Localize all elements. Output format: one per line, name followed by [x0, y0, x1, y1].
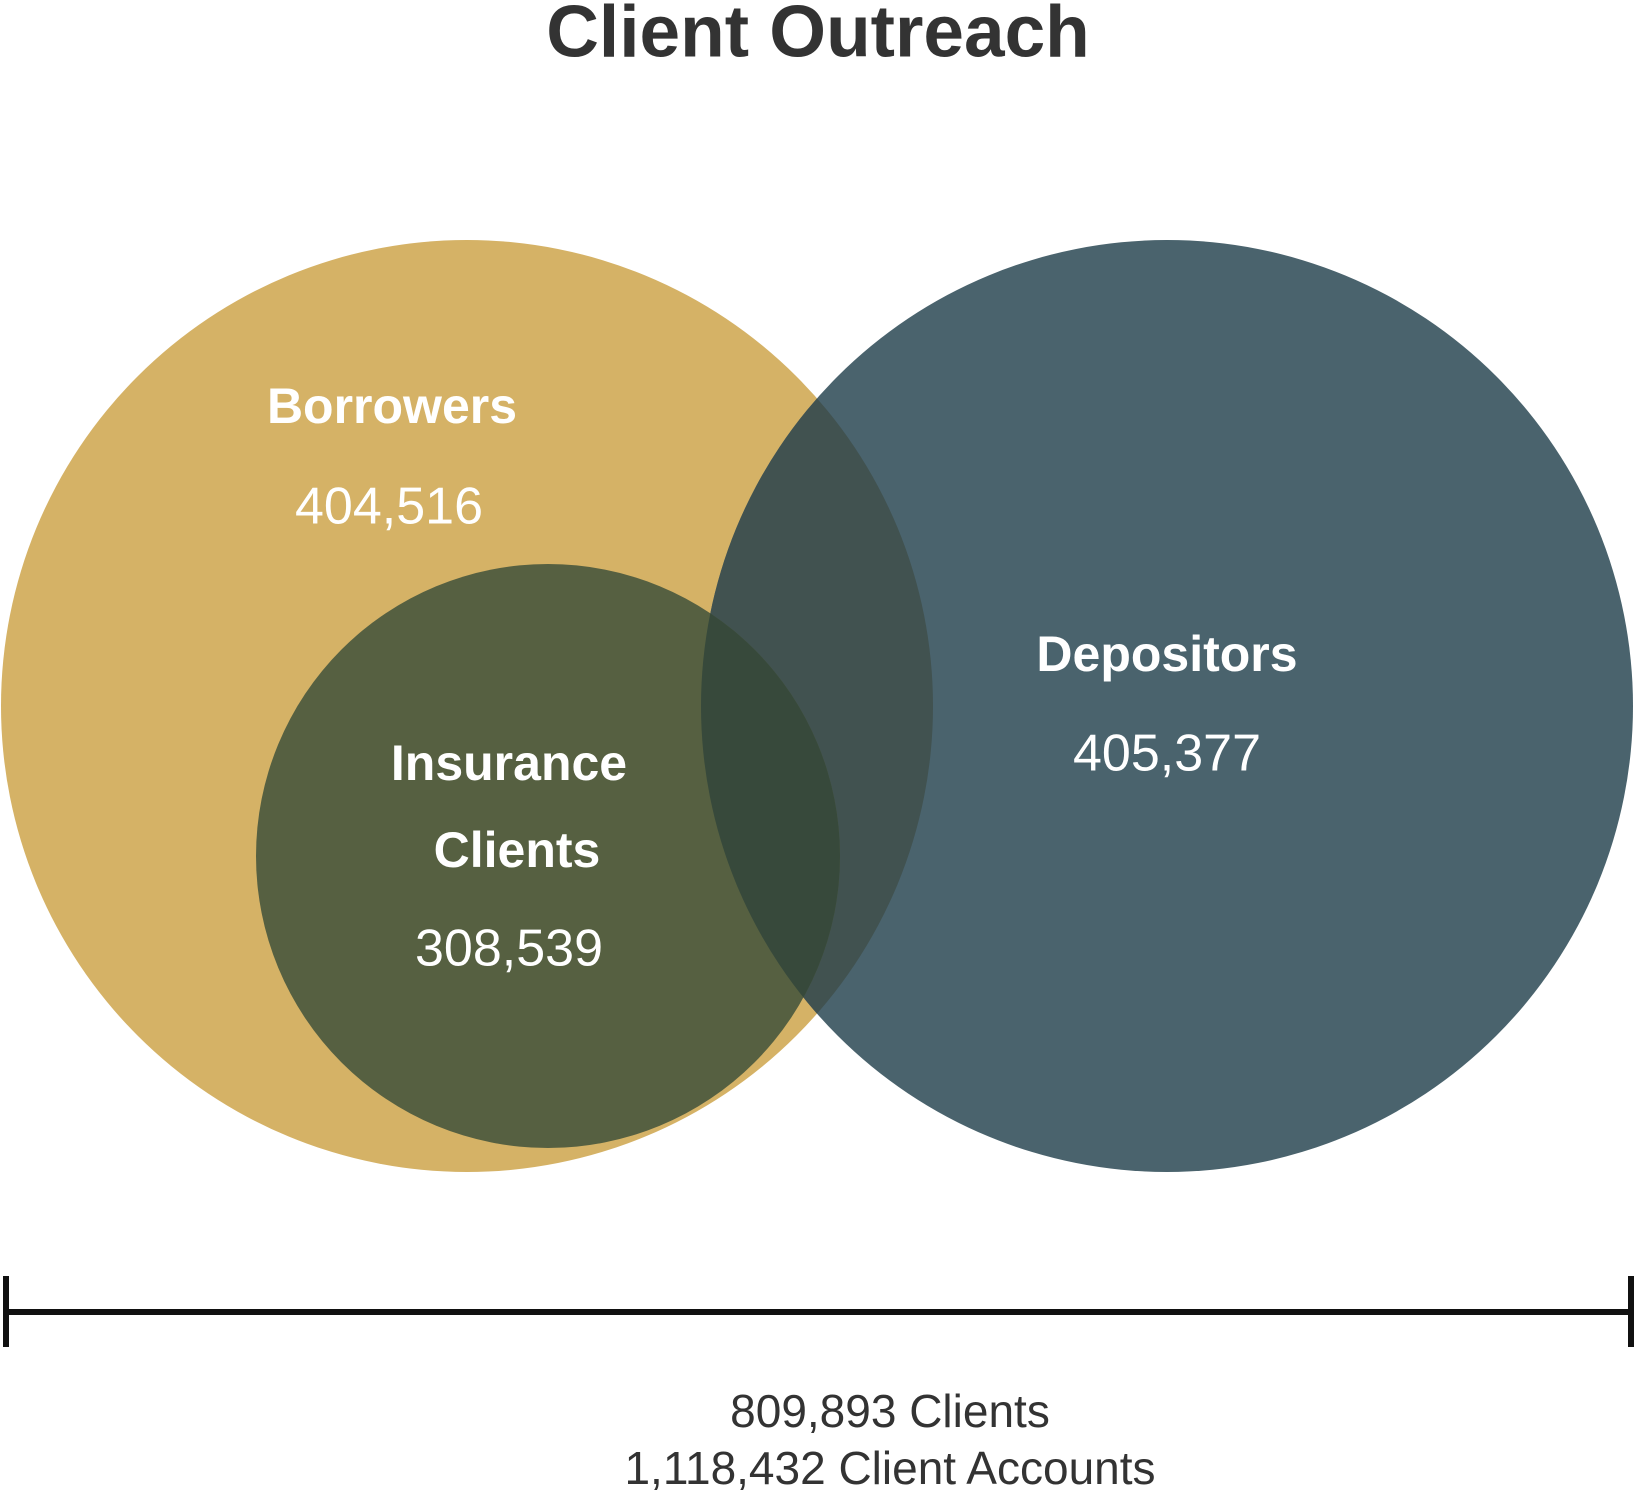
insurance-circle: [256, 564, 840, 1148]
footer-line: 809,893 Clients: [730, 1385, 1050, 1437]
set-value: 405,377: [1073, 725, 1261, 783]
set-label: Borrowers: [267, 378, 517, 434]
total-bar: [3, 1276, 1634, 1347]
footer-line: 1,118,432 Client Accounts: [624, 1442, 1155, 1494]
set-label: Insurance: [391, 735, 627, 791]
set-value: 404,516: [295, 478, 483, 536]
depositors-circle: [701, 240, 1633, 1172]
set-label: Clients: [434, 822, 601, 878]
set-value: 308,539: [415, 920, 603, 978]
title: Client Outreach: [546, 0, 1090, 72]
set-label: Depositors: [1036, 626, 1297, 682]
